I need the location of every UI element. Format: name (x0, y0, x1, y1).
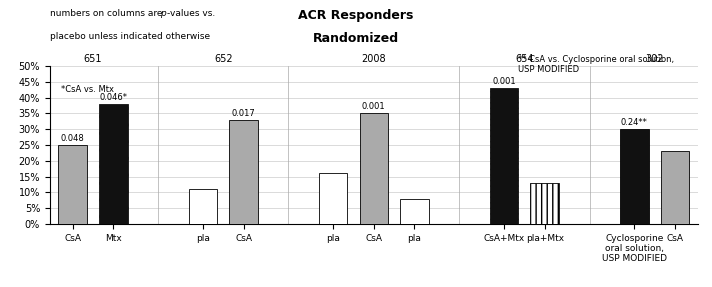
Text: 0.001: 0.001 (492, 77, 516, 86)
Text: p: p (160, 9, 166, 18)
Text: 0.017: 0.017 (231, 109, 256, 118)
Text: 652: 652 (214, 55, 233, 64)
Text: ACR Responders: ACR Responders (298, 9, 414, 22)
Bar (400, 199, 429, 224)
Bar (490, 88, 518, 224)
Text: 654: 654 (515, 55, 533, 64)
Text: *CsA vs. Mtx: *CsA vs. Mtx (61, 85, 114, 94)
Text: ** CsA vs. Cyclosporine oral solution,: ** CsA vs. Cyclosporine oral solution, (518, 55, 674, 64)
Text: -values vs.: -values vs. (167, 9, 216, 18)
Bar (319, 173, 347, 224)
Text: 0.046*: 0.046* (100, 93, 127, 102)
Bar (99, 104, 127, 224)
Bar (360, 113, 388, 224)
Bar (530, 183, 559, 224)
Text: 651: 651 (84, 55, 103, 64)
Bar (661, 151, 689, 224)
Text: placebo unless indicated otherwise: placebo unless indicated otherwise (50, 32, 210, 40)
Text: Randomized: Randomized (313, 32, 399, 44)
Text: 0.24**: 0.24** (621, 118, 648, 127)
Bar (189, 189, 217, 224)
Bar (58, 145, 87, 224)
Text: numbers on columns are: numbers on columns are (50, 9, 165, 18)
Text: 0.001: 0.001 (362, 102, 386, 111)
Text: 2008: 2008 (362, 55, 386, 64)
Text: 0.048: 0.048 (61, 134, 85, 143)
Text: USP MODIFIED: USP MODIFIED (518, 65, 580, 74)
Bar (620, 129, 649, 224)
Text: 302: 302 (645, 55, 664, 64)
Bar (229, 120, 258, 224)
